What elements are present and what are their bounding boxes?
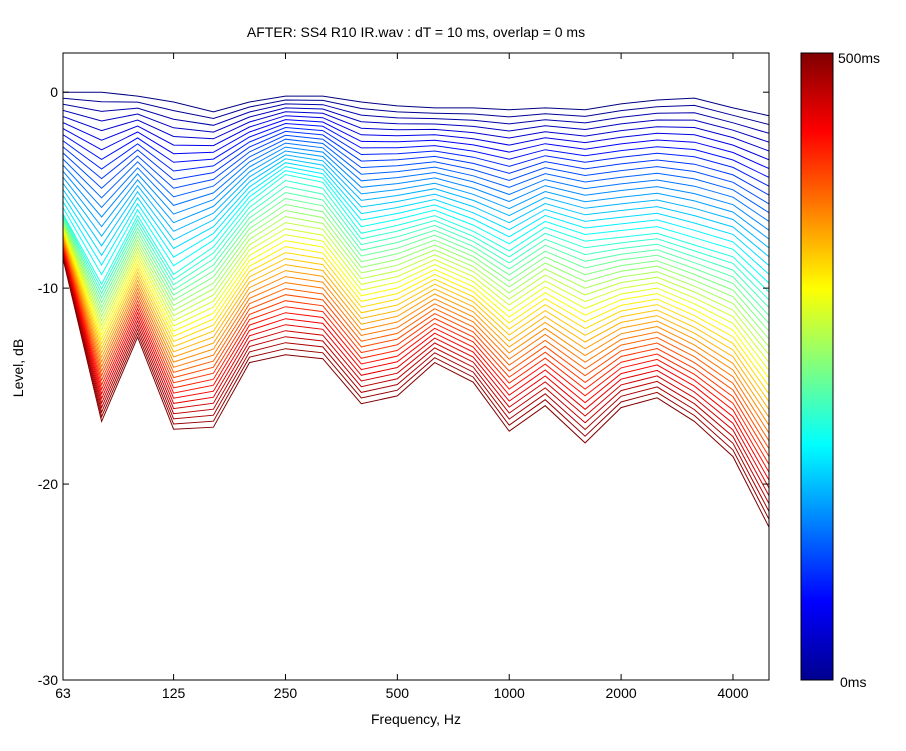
series-line-400ms: [63, 243, 769, 450]
y-tick-label: -30: [38, 672, 58, 688]
colorbar: [800, 52, 834, 681]
series-line-490ms: [63, 257, 769, 520]
series-line-50ms: [63, 115, 769, 161]
x-tick-label: 4000: [717, 685, 748, 701]
series-line-210ms: [63, 179, 769, 301]
series-line-470ms: [63, 254, 769, 504]
series-line-130ms: [63, 146, 769, 231]
chart-title: AFTER: SS4 R10 IR.wav : dT = 10 ms, over…: [247, 24, 585, 40]
series-line-270ms: [63, 215, 769, 348]
x-tick-label: 500: [386, 685, 410, 701]
series-line-240ms: [63, 197, 769, 324]
series-line-370ms: [63, 239, 769, 426]
series-line-450ms: [63, 251, 769, 489]
series-line-260ms: [63, 209, 769, 340]
series-line-80ms: [63, 126, 769, 187]
series-line-500ms: [63, 258, 769, 528]
series-lines: [63, 91, 769, 528]
colorbar-min-label: 0ms: [840, 674, 866, 690]
series-line-430ms: [63, 248, 769, 473]
series-line-90ms: [63, 130, 769, 196]
y-axis-label: Level, dB: [10, 339, 26, 397]
x-tick-label: 2000: [606, 685, 637, 701]
series-line-70ms: [63, 122, 769, 178]
series-line-480ms: [63, 255, 769, 512]
series-line-150ms: [63, 154, 769, 249]
series-line-380ms: [63, 240, 769, 434]
series-line-20ms: [63, 103, 769, 134]
x-axis: 63 125 250 500 1000 2000 4000: [55, 53, 749, 701]
series-line-390ms: [63, 242, 769, 442]
series-line-140ms: [63, 150, 769, 240]
series-line-180ms: [63, 166, 769, 275]
plot-frame: [62, 52, 770, 681]
series-line-230ms: [63, 191, 769, 316]
series-line-440ms: [63, 249, 769, 481]
colorbar-max-label: 500ms: [838, 50, 880, 66]
x-tick-label: 250: [274, 685, 298, 701]
series-line-420ms: [63, 246, 769, 465]
series-line-410ms: [63, 245, 769, 457]
series-line-330ms: [63, 233, 769, 395]
series-line-290ms: [63, 227, 769, 363]
x-axis-label: Frequency, Hz: [371, 711, 461, 727]
series-line-250ms: [63, 203, 769, 332]
series-line-310ms: [63, 230, 769, 379]
series-line-460ms: [63, 252, 769, 497]
series-line-30ms: [63, 107, 769, 143]
series-line-120ms: [63, 142, 769, 222]
y-axis: 0 -10 -20 -30: [38, 84, 769, 688]
series-line-340ms: [63, 234, 769, 403]
series-line-220ms: [63, 185, 769, 309]
series-line-320ms: [63, 231, 769, 387]
series-line-40ms: [63, 111, 769, 152]
series-line-170ms: [63, 162, 769, 266]
series-line-110ms: [63, 138, 769, 214]
series-line-200ms: [63, 173, 769, 293]
series-line-100ms: [63, 134, 769, 205]
series-line-360ms: [63, 237, 769, 418]
y-tick-label: -20: [38, 476, 58, 492]
x-tick-label: 63: [55, 685, 71, 701]
series-line-10ms: [63, 97, 769, 125]
x-tick-label: 125: [162, 685, 186, 701]
series-line-60ms: [63, 119, 769, 170]
y-tick-label: 0: [50, 84, 58, 100]
series-line-300ms: [63, 228, 769, 371]
series-line-160ms: [63, 158, 769, 258]
y-tick-label: -10: [38, 280, 58, 296]
series-line-350ms: [63, 236, 769, 410]
x-tick-label: 1000: [494, 685, 525, 701]
series-line-280ms: [63, 222, 769, 356]
series-line-190ms: [63, 170, 769, 284]
series-line-0ms: [63, 91, 769, 117]
